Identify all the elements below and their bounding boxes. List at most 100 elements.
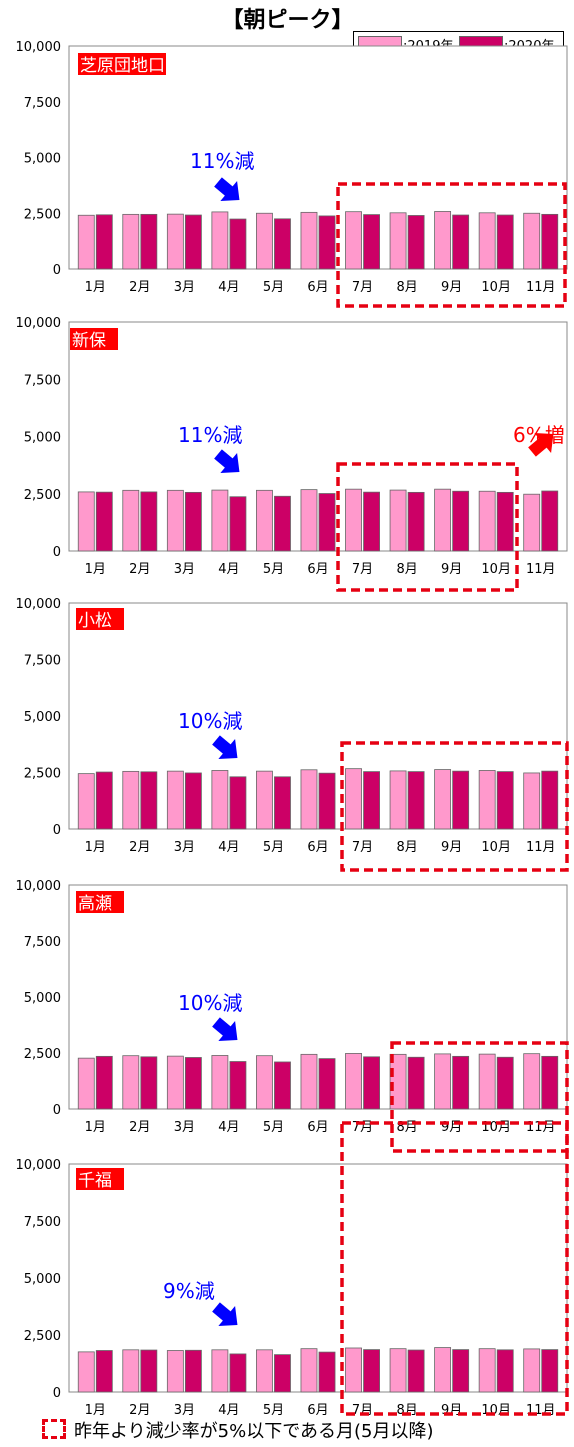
x-tick-label: 4月 [218,1120,239,1135]
bar-2019-10月 [478,490,496,552]
x-tick-label: 4月 [218,840,239,855]
station-label: 新保 [72,331,106,351]
y-tick-label: 2,500 [24,488,61,503]
bar-2019-5月 [256,489,273,552]
x-tick-label: 3月 [174,1120,195,1135]
page-title: 【朝ピーク】 [221,8,354,33]
station-label: 千福 [78,1171,112,1191]
bar-2019-3月 [166,770,184,830]
bar-2019-7月 [345,488,362,552]
bar-2019-10月 [478,770,496,830]
x-tick-label: 6月 [307,562,328,577]
station-label-bg [70,328,118,350]
y-tick-label: 5,000 [24,991,61,1006]
highlight-box [340,1121,569,1416]
bar-2020-6月 [318,772,336,830]
bar-2019-6月 [300,1053,318,1110]
bar-2020-5月 [274,776,291,830]
y-tick-label: 10,000 [16,1158,62,1173]
y-tick-label: 0 [53,823,61,838]
y-tick-label: 2,500 [24,767,61,782]
x-tick-label: 4月 [218,562,239,577]
x-tick-label: 6月 [307,1403,328,1418]
bar-2020-8月 [407,1056,425,1110]
bar-2019-6月 [300,769,318,830]
annotation-text: 10%減 [178,709,242,733]
x-tick-label: 1月 [85,1120,106,1135]
bar-2019-5月 [256,1349,273,1393]
bar-2020-2月 [140,213,158,270]
bar-2019-11月 [523,772,541,830]
bar-2020-4月 [229,1061,247,1110]
bar-2019-11月 [523,212,541,270]
x-tick-label: 2月 [129,280,150,295]
bar-2020-10月 [496,491,514,552]
bar-2020-4月 [229,1353,247,1393]
x-tick-label: 8月 [396,1403,417,1418]
bar-2020-5月 [274,1061,291,1110]
x-tick-label: 7月 [352,840,373,855]
x-tick-label: 3月 [174,562,195,577]
x-tick-label: 3月 [174,1403,195,1418]
y-tick-label: 10,000 [16,40,62,55]
bar-2019-3月 [166,489,184,552]
bar-2019-2月 [122,213,140,270]
x-tick-label: 3月 [174,840,195,855]
annotation-text: 11%減 [190,149,254,173]
x-tick-label: 10月 [481,840,511,855]
bar-2019-8月 [389,770,407,830]
station-label: 芝原団地口 [80,56,165,76]
x-tick-label: 8月 [396,280,417,295]
bar-2020-10月 [496,1349,514,1393]
y-tick-label: 0 [53,263,61,278]
y-tick-label: 10,000 [16,316,62,331]
x-tick-label: 6月 [307,280,328,295]
y-tick-label: 10,000 [16,597,62,612]
bar-2019-2月 [122,1349,140,1393]
x-tick-label: 5月 [263,840,284,855]
arrow-down-icon [212,735,238,759]
footer-note: 昨年より減少率が5%以下である月(5月以降) [74,1421,434,1442]
bar-2020-9月 [452,1055,470,1110]
x-tick-label: 8月 [396,562,417,577]
bar-2019-8月 [389,1348,407,1393]
bar-2020-1月 [95,491,113,552]
y-tick-label: 7,500 [24,654,61,669]
x-tick-label: 11月 [526,280,556,295]
x-tick-label: 4月 [218,1403,239,1418]
y-tick-label: 10,000 [16,879,62,894]
x-tick-label: 8月 [396,840,417,855]
bar-2019-11月 [523,493,541,552]
bar-2019-2月 [122,770,140,830]
bar-2019-9月 [434,1347,452,1393]
y-tick-label: 2,500 [24,1047,61,1062]
bar-2019-7月 [345,1347,362,1393]
x-tick-label: 11月 [526,562,556,577]
bar-2020-2月 [140,1056,158,1110]
bar-2019-10月 [478,1348,496,1393]
arrow-down-icon [214,449,240,473]
bar-2020-3月 [184,772,202,830]
bar-2020-7月 [363,1056,380,1110]
y-tick-label: 7,500 [24,96,61,111]
x-tick-label: 6月 [307,840,328,855]
bar-2020-2月 [140,491,158,552]
x-tick-label: 9月 [441,280,462,295]
bar-2020-11月 [541,490,559,552]
bar-2019-4月 [211,1349,229,1393]
bar-2019-10月 [478,1053,496,1110]
y-tick-label: 0 [53,545,61,560]
bar-2019-2月 [122,1055,140,1110]
bar-2019-2月 [122,489,140,552]
bar-2019-7月 [345,211,362,270]
highlight-box [336,462,519,592]
station-label-bg [76,1168,124,1190]
bar-2020-7月 [363,491,380,552]
y-tick-label: 5,000 [24,710,61,725]
bar-2020-4月 [229,776,247,830]
bar-2019-9月 [434,769,452,830]
y-tick-label: 7,500 [24,373,61,388]
bar-2020-5月 [274,218,291,270]
bar-2019-6月 [300,211,318,270]
